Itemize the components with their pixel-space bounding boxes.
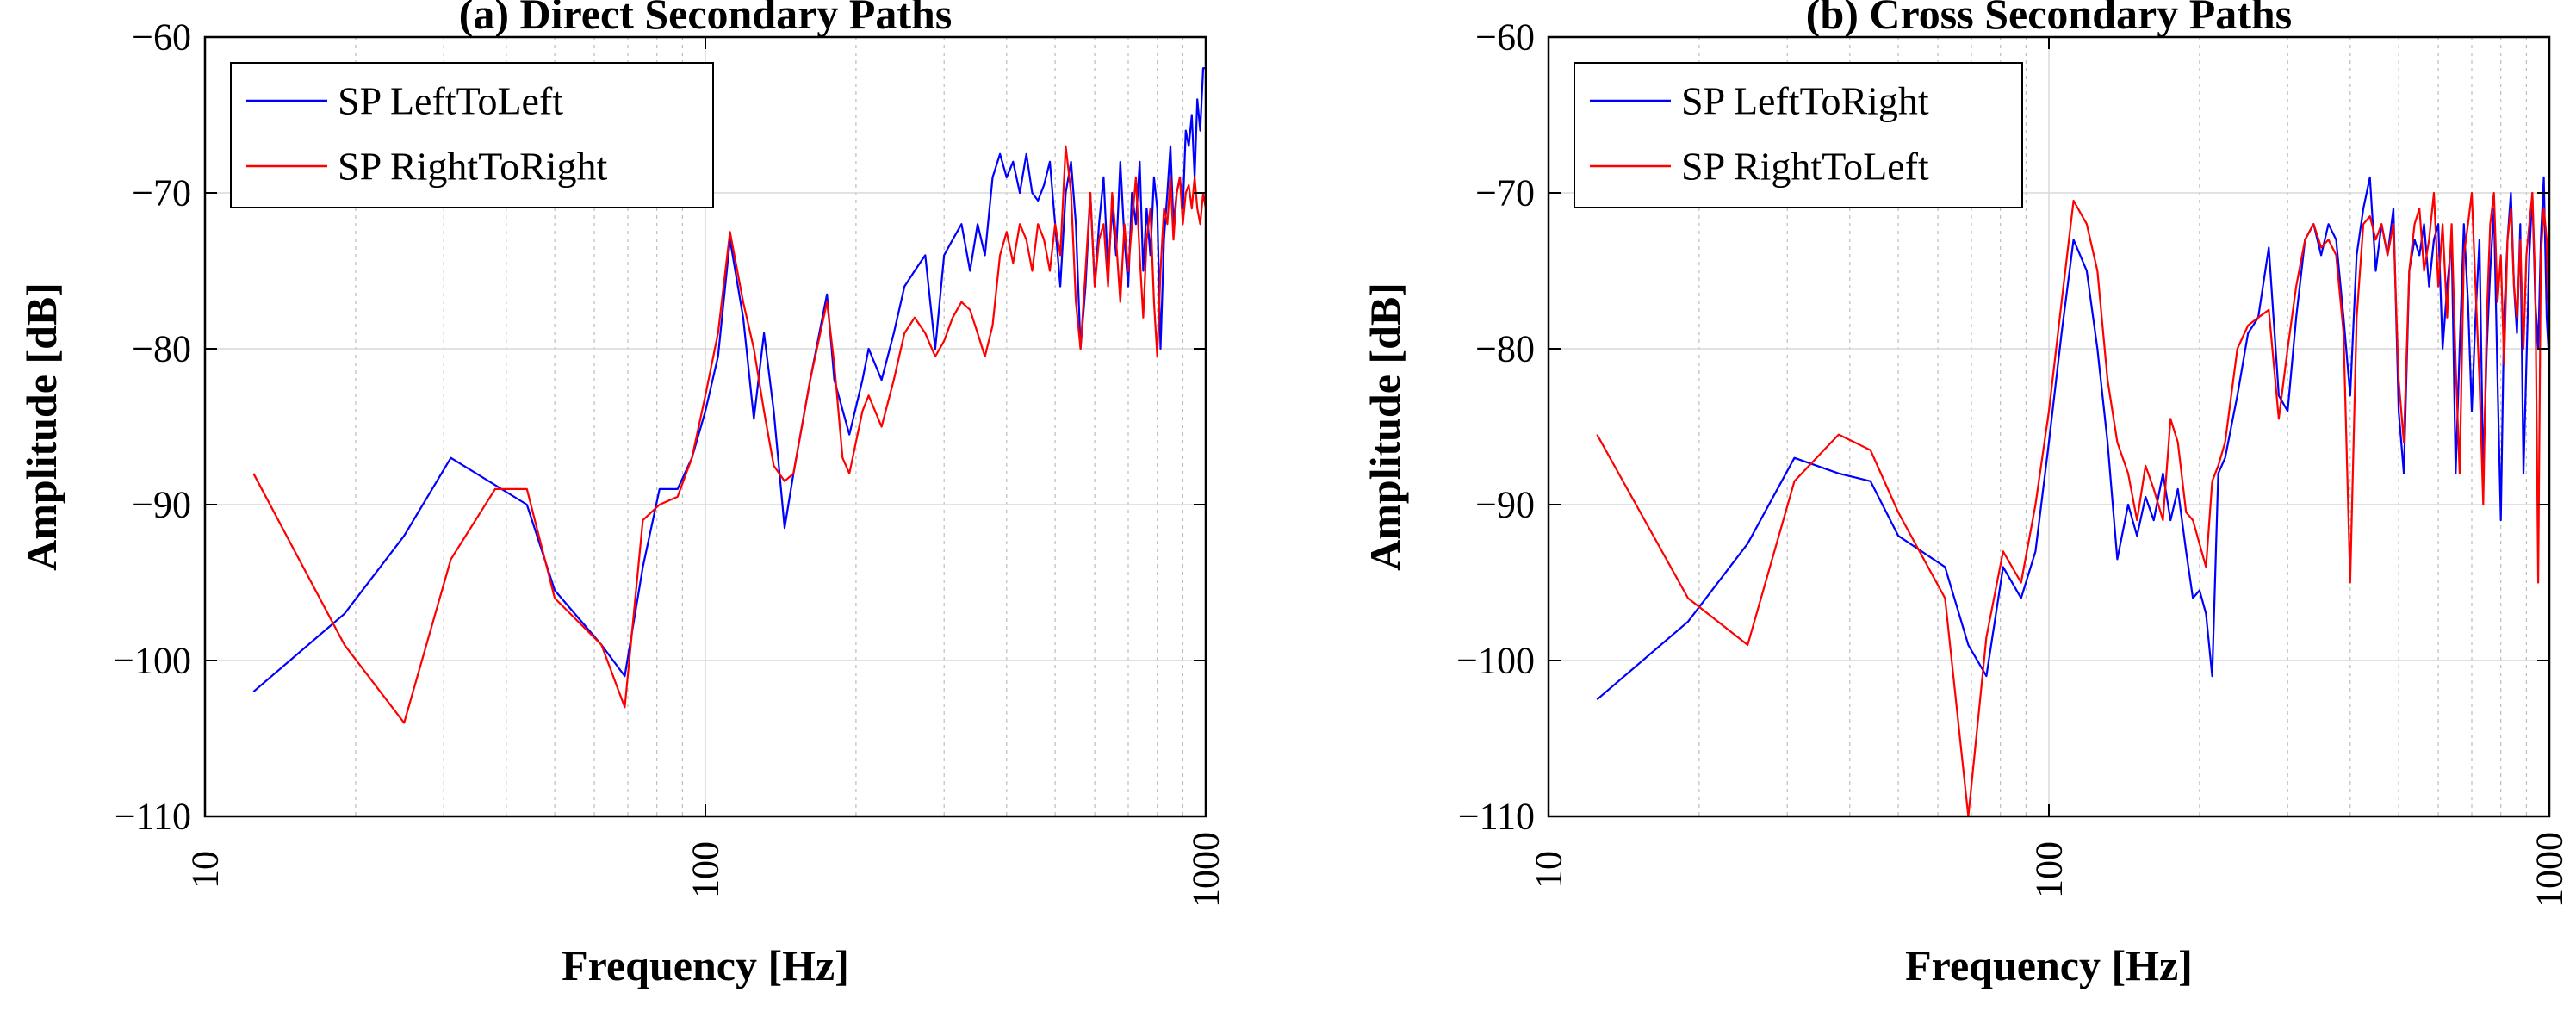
chart-panel-b: 10 100 1000 −60 −70 −80 −90 −100 −110 (b) Cross S… bbox=[1361, 0, 2571, 989]
y-tick-label: −110 bbox=[115, 796, 191, 838]
y-axis-label: Amplitude [dB] bbox=[17, 282, 65, 571]
y-tick-label: −100 bbox=[113, 640, 191, 682]
y-tick-label: −60 bbox=[132, 16, 191, 59]
x-tick-label: 10 bbox=[184, 851, 227, 889]
y-tick-label: −100 bbox=[1456, 640, 1535, 682]
y-tick-label: −70 bbox=[132, 172, 191, 214]
legend: SP LeftToLeft SP RightToRight bbox=[230, 62, 714, 208]
y-tick-label: −110 bbox=[1458, 796, 1535, 838]
x-tick-label: 10 bbox=[1528, 851, 1570, 889]
y-tick-label: −90 bbox=[1475, 484, 1535, 526]
y-axis-label: Amplitude [dB] bbox=[1361, 282, 1409, 571]
y-tick-label: −60 bbox=[1475, 16, 1535, 59]
y-tick-label: −70 bbox=[1475, 172, 1535, 214]
legend-label: SP RightToRight bbox=[338, 145, 608, 189]
legend-label: SP LeftToRight bbox=[1681, 79, 1929, 123]
x-axis-label: Frequency [Hz] bbox=[562, 941, 849, 989]
chart-panel-a: 10 100 1000 −60 −70 −80 −90 −100 −110 (a) Direct … bbox=[17, 0, 1227, 989]
x-tick-label: 100 bbox=[2028, 841, 2070, 898]
x-axis-label: Frequency [Hz] bbox=[1905, 941, 2193, 989]
y-tick-label: −80 bbox=[132, 328, 191, 370]
chart-title: (b) Cross Secondary Paths bbox=[1806, 0, 2292, 38]
y-tick-label: −90 bbox=[132, 484, 191, 526]
legend-box bbox=[1574, 62, 2023, 208]
x-tick-label: 1000 bbox=[1185, 832, 1227, 908]
y-tick-label: −80 bbox=[1475, 328, 1535, 370]
legend-label: SP RightToLeft bbox=[1681, 145, 1929, 189]
legend-box bbox=[230, 62, 714, 208]
chart-title: (a) Direct Secondary Paths bbox=[459, 0, 953, 38]
x-tick-label: 100 bbox=[685, 841, 727, 898]
series-line-sp-righttoright bbox=[252, 145, 1207, 724]
legend: SP LeftToRight SP RightToLeft bbox=[1574, 62, 2023, 208]
legend-label: SP LeftToLeft bbox=[338, 79, 563, 123]
x-tick-label: 1000 bbox=[2529, 832, 2571, 908]
series-line-sp-righttoleft bbox=[1596, 191, 2551, 818]
series-line-sp-lefttoright bbox=[1596, 176, 2551, 701]
series-line-sp-lefttoleft bbox=[252, 67, 1206, 693]
